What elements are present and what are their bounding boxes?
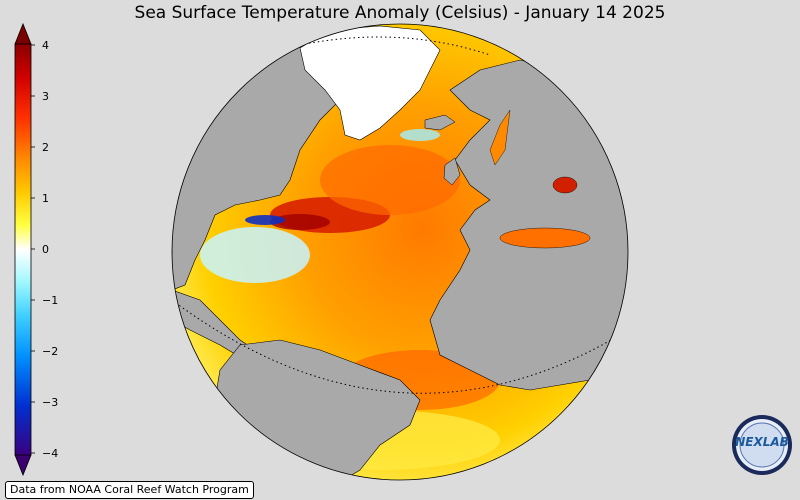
colorbar-tick: 4 xyxy=(42,39,49,52)
colorbar-tick: −2 xyxy=(42,345,59,358)
colorbar-tick: 3 xyxy=(42,90,49,103)
cool-anomaly xyxy=(200,227,310,283)
colorbar-tick: 2 xyxy=(42,141,49,154)
british-isles xyxy=(443,157,461,186)
mediterranean-sea xyxy=(499,227,591,249)
iceland xyxy=(424,114,456,131)
page-title: Sea Surface Temperature Anomaly (Celsius… xyxy=(134,3,666,23)
tropic-line xyxy=(172,299,628,394)
colorbar xyxy=(14,22,35,477)
colorbar-tick: −1 xyxy=(42,294,59,307)
colorbar-bottom-arrow xyxy=(14,454,32,477)
colorbar-tick: 1 xyxy=(42,192,49,205)
colorbar-tick: −3 xyxy=(42,396,59,409)
baltic-sea xyxy=(489,109,511,166)
arctic-circle-line xyxy=(299,36,491,56)
data-credit: Data from NOAA Coral Reef Watch Program xyxy=(5,481,254,499)
nexlab-globe-logo: NEXLAB xyxy=(731,414,793,476)
black-sea xyxy=(552,176,578,194)
globe-outline xyxy=(171,23,629,481)
colorbar-tick: −4 xyxy=(42,447,59,460)
colorbar-tick: 0 xyxy=(42,243,49,256)
greenland xyxy=(299,25,441,141)
logo-text: NEXLAB xyxy=(735,435,789,449)
